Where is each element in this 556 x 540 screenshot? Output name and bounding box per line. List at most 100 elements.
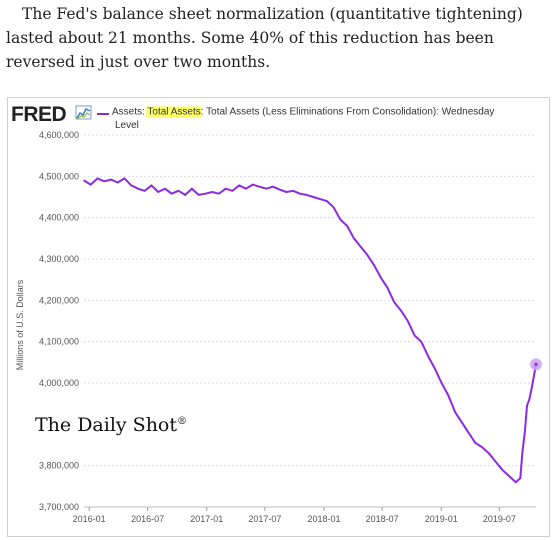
data-point	[427, 355, 429, 357]
data-point	[346, 225, 348, 227]
x-tick-label: 2017-07	[248, 514, 281, 524]
data-point	[393, 301, 396, 304]
data-point	[184, 194, 186, 196]
data-point	[474, 442, 477, 444]
legend-highlight: Total Assets	[147, 107, 200, 118]
y-tick-label: 4,600,000	[39, 130, 79, 140]
x-tick-label: 2019-01	[425, 514, 458, 524]
grid-lines	[84, 134, 536, 508]
data-point	[386, 287, 389, 289]
data-point	[83, 179, 85, 182]
data-point	[123, 177, 126, 180]
data-point	[204, 192, 207, 195]
caption-text: The Fed's balance sheet normalization (q…	[6, 5, 523, 71]
y-tick-label: 4,200,000	[39, 295, 79, 305]
data-point	[278, 188, 281, 191]
caption: The Fed's balance sheet normalization (q…	[6, 2, 550, 74]
data-point	[528, 398, 531, 401]
data-point	[454, 411, 456, 413]
data-point	[103, 180, 105, 183]
data-point	[137, 187, 139, 190]
watermark-mark: ®	[177, 416, 187, 427]
legend-prefix: Assets:	[112, 107, 147, 118]
x-tick-label: 2016-01	[73, 514, 106, 524]
data-point	[494, 460, 497, 463]
data-point	[519, 477, 522, 479]
data-point	[447, 394, 450, 397]
data-points	[83, 177, 537, 484]
data-point	[272, 185, 274, 188]
data-point	[191, 187, 193, 190]
data-point	[130, 184, 132, 187]
y-tick-label: 4,500,000	[39, 171, 79, 181]
data-point	[434, 367, 436, 370]
y-axis-title: Millions of U.S. Dollars	[15, 279, 25, 370]
data-point	[224, 187, 227, 190]
data-point	[326, 200, 328, 202]
data-point	[501, 469, 504, 471]
x-tick-label: 2016-07	[131, 514, 164, 524]
data-point	[116, 181, 119, 184]
data-point	[238, 184, 240, 187]
data-point	[150, 184, 153, 187]
legend-rest: : Total Assets (Less Eliminations From C…	[201, 107, 495, 118]
watermark-text: The Daily Shot	[35, 414, 177, 436]
data-point	[467, 431, 470, 434]
data-point	[481, 446, 483, 448]
data-point	[110, 178, 112, 181]
data-point	[488, 452, 490, 455]
data-point	[285, 191, 288, 193]
data-point	[143, 190, 146, 192]
data-point	[440, 382, 443, 384]
data-point	[508, 475, 510, 477]
data-point	[407, 320, 409, 322]
data-point	[170, 192, 173, 195]
data-point	[218, 192, 220, 195]
data-point	[197, 194, 200, 196]
fred-logo: FRED	[11, 103, 67, 126]
data-point	[353, 237, 355, 240]
data-point	[359, 245, 362, 248]
data-point	[299, 192, 301, 195]
data-point	[366, 254, 369, 256]
data-point	[461, 421, 463, 424]
data-point	[245, 187, 247, 190]
data-point	[251, 183, 254, 186]
y-axis-ticks: 3,700,000 3,800,000 4,000,000 4,100,000 4,20…	[39, 130, 79, 512]
data-point	[96, 177, 99, 180]
data-point	[400, 309, 402, 312]
data-point	[533, 376, 535, 378]
data-point	[526, 404, 528, 407]
x-tick-label: 2017-01	[190, 514, 223, 524]
x-tick-label: 2018-07	[366, 514, 399, 524]
y-tick-label: 3,700,000	[39, 502, 79, 512]
y-tick-label: 4,000,000	[39, 378, 79, 388]
data-point	[258, 185, 261, 188]
data-point	[89, 183, 92, 186]
data-point	[515, 481, 517, 484]
data-point	[373, 264, 375, 267]
data-point	[312, 196, 315, 198]
data-point	[420, 340, 423, 343]
legend-line2: Level	[115, 120, 139, 131]
y-tick-label: 4,400,000	[39, 213, 79, 223]
data-point	[413, 334, 416, 337]
data-point	[292, 190, 294, 192]
data-point	[157, 191, 159, 193]
y-tick-label: 4,300,000	[39, 254, 79, 264]
chart-frame	[7, 97, 550, 537]
fred-graph-icon	[75, 105, 92, 120]
data-point	[339, 218, 342, 221]
y-tick-label: 4,100,000	[39, 337, 79, 347]
data-point	[177, 190, 180, 192]
endpoint-dot	[534, 362, 538, 366]
legend-title: Assets: Total Assets: Total Assets (Less…	[112, 107, 494, 118]
x-tick-label: 2019-07	[483, 514, 516, 524]
data-point	[524, 431, 526, 434]
data-point	[530, 388, 533, 391]
data-point	[211, 191, 213, 193]
data-point	[380, 276, 382, 279]
data-point	[521, 450, 524, 453]
data-point	[164, 187, 166, 190]
